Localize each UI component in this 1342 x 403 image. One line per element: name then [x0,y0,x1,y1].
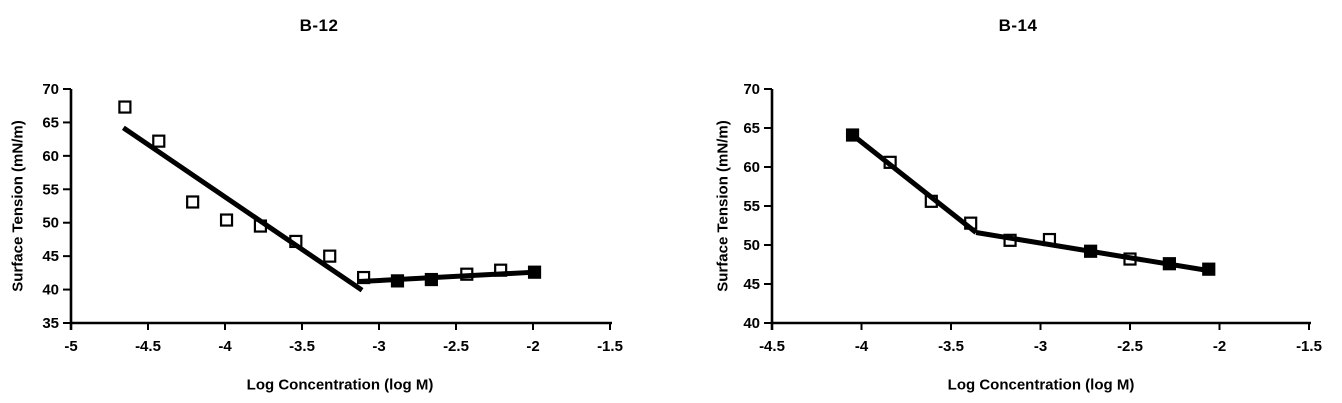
x-tick-label: -5 [64,338,77,355]
data-point-marker [1123,252,1137,266]
chart-b12: -5 -4.5 -4 -3.5 -3 -2.5 -2 -1.5 35 40 45 50 55 60 65 70… [9,16,623,394]
y-tick-label: 60 [743,159,760,176]
chart-title-b14: B-14 [998,16,1038,35]
y-tick-label: 70 [743,81,760,98]
x-axis-label-b14: Log Concentration (log M) [947,376,1135,394]
x-tick-label: -1.5 [597,338,623,355]
y-axis-label-b14: Surface Tension (mN/m) [714,120,732,292]
data-point-marker [494,263,508,277]
x-tick-label: -3.5 [938,338,964,355]
data-point-marker [964,216,978,230]
data-point-marker [424,272,438,287]
data-point-marker [219,213,234,227]
x-tick-label: -2.5 [1117,338,1143,355]
data-point-marker [289,234,303,249]
y-tick-label: 40 [42,282,59,299]
chart-title-b12: B-12 [299,16,339,35]
data-point-marker [186,195,200,209]
data-point-marker [460,267,474,281]
y-tick-label: 35 [42,315,59,332]
y-tick-label: 45 [743,276,760,293]
x-tick-label: -4 [855,338,869,355]
data-point-marker [253,219,268,233]
x-tick-label: -4 [218,338,232,355]
chart-b14: -4.5 -4 -3.5 -3 -2.5 -2 -1.5 40 45 50 55 60 65 70 B-1… [671,0,1342,403]
y-tick-label: 50 [42,215,59,232]
data-point-marker [118,100,132,114]
y-tick-label: 40 [743,315,760,332]
y-tick-label: 70 [42,81,59,98]
y-tick-label: 45 [42,248,59,265]
y-tick-label: 60 [42,148,59,165]
data-point-marker [845,128,860,142]
x-axis-label-b12: Log Concentration (log M) [246,376,434,394]
data-point-marker [323,249,337,263]
y-tick-label: 55 [743,198,760,215]
data-point-marker [1003,233,1017,247]
fit-line [851,133,978,235]
data-point-marker [1084,244,1098,258]
data-point-marker [1042,232,1057,247]
y-axis-label-b12: Surface Tension (mN/m) [9,120,27,292]
fit-line [358,269,535,285]
x-tick-label: -1.5 [1296,338,1322,355]
x-tick-label: -3 [372,338,385,355]
y-tick-label: 65 [743,120,760,137]
x-tick-label: -4.5 [135,338,161,355]
data-point-marker [527,265,542,279]
data-point-marker [924,194,938,208]
data-point-marker [390,274,405,288]
data-point-marker [1202,262,1216,276]
x-tick-label: -3 [1034,338,1047,355]
y-tick-label: 55 [42,181,59,198]
x-tick-label: -3.5 [289,338,315,355]
data-point-marker [1162,257,1176,271]
plot-canvas-b12: -5 -4.5 -4 -3.5 -3 -2.5 -2 -1.5 35 40 45 50 55 60 65 70 [42,81,623,355]
data-point-marker [357,270,371,285]
x-tick-label: -2 [1213,338,1226,355]
y-tick-label: 50 [743,237,760,254]
x-tick-label: -2 [526,338,539,355]
plot-canvas-b14: -4.5 -4 -3.5 -3 -2.5 -2 -1.5 40 45 50 55 60 65 70 [743,81,1322,355]
x-tick-label: -2.5 [443,338,469,355]
data-point-marker [152,134,166,148]
fit-line [121,125,364,293]
data-point-marker [883,155,897,169]
y-tick-label: 65 [42,114,59,131]
x-tick-label: -4.5 [759,338,785,355]
